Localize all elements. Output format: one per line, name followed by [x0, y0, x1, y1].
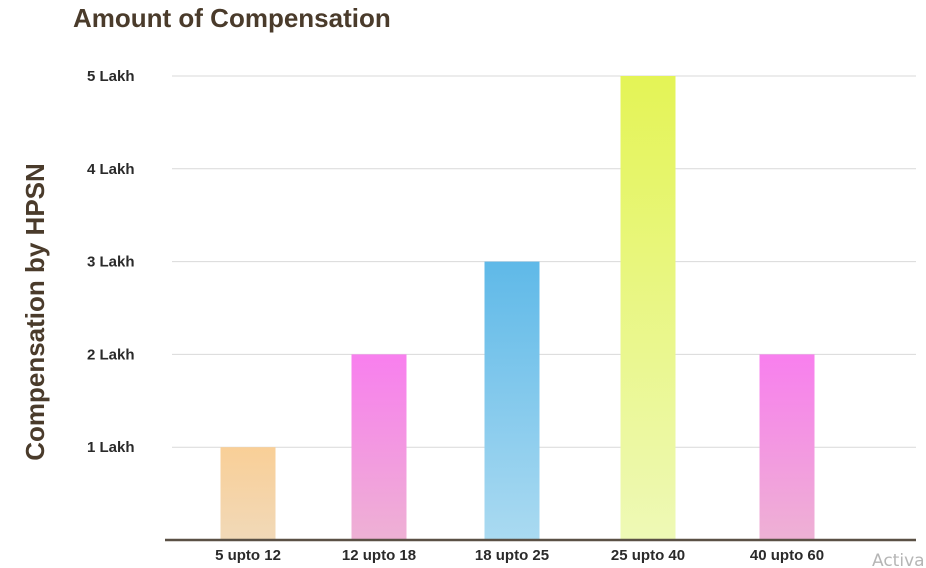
y-tick-label-2: 2 Lakh — [87, 346, 135, 363]
bar-1 — [220, 447, 276, 540]
x-tick-label-3: 18 upto 25 — [475, 547, 549, 564]
x-tick-labels: 5 upto 12 12 upto 18 18 upto 25 25 upto 40 4… — [215, 547, 824, 564]
bar-2 — [351, 354, 407, 540]
y-tick-label-1: 1 Lakh — [87, 439, 135, 456]
y-tick-labels: 1 Lakh 2 Lakh 3 Lakh 4 Lakh 5 Lakh — [87, 68, 135, 456]
x-tick-label-5: 40 upto 60 — [750, 547, 824, 564]
y-tick-label-4: 4 Lakh — [87, 161, 135, 178]
bar-4 — [620, 76, 676, 540]
bar-5 — [759, 354, 815, 540]
y-tick-label-5: 5 Lakh — [87, 68, 135, 85]
watermark-text: Activa — [872, 551, 925, 568]
x-tick-label-4: 25 upto 40 — [611, 547, 685, 564]
y-axis-label: Compensation by HPSN — [20, 163, 50, 461]
x-tick-label-2: 12 upto 18 — [342, 547, 416, 564]
bars — [220, 76, 815, 540]
bar-3 — [484, 261, 540, 540]
chart-title: Amount of Compensation — [73, 3, 391, 33]
y-tick-label-3: 3 Lakh — [87, 254, 135, 271]
x-tick-label-1: 5 upto 12 — [215, 547, 281, 564]
